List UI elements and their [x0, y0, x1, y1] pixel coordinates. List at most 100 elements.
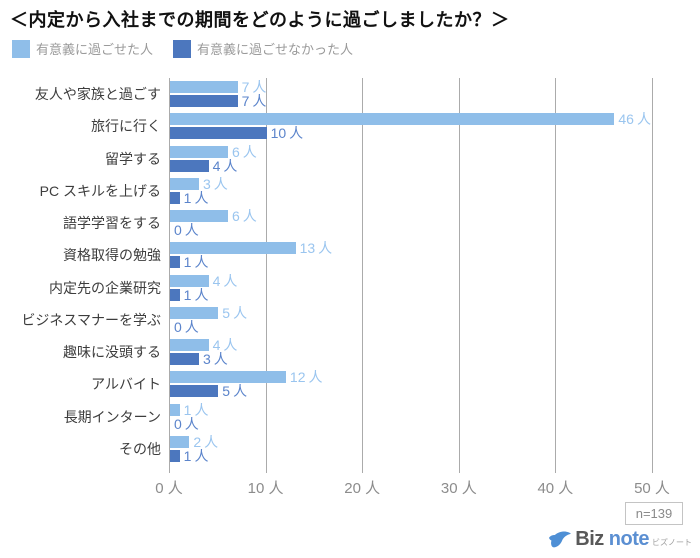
gridline: [555, 78, 557, 473]
bar-meaningful: [170, 145, 228, 158]
bar-value-label: 13 人: [299, 240, 333, 257]
legend-item-meaningful: 有意義に過ごせた人: [12, 39, 153, 58]
bar-meaningful: [170, 371, 286, 384]
x-tick-label: 20 人: [344, 480, 381, 497]
x-tick-label: 0 人: [155, 480, 183, 497]
logo-subtext: ビズノート: [652, 538, 692, 547]
category-label: 旅行に行く: [91, 118, 161, 135]
legend-swatch-dark: [173, 39, 192, 58]
category-label: ビジネスマナーを学ぶ: [21, 311, 161, 328]
bar-meaningful: [170, 435, 190, 448]
category-label: 友人や家族と過ごす: [34, 86, 161, 103]
category-row: 趣味に没頭する 4 人 3 人: [0, 336, 700, 368]
legend: 有意義に過ごせた人 有意義に過ごせなかった人: [12, 39, 353, 58]
bar-line: 46 人: [170, 112, 651, 126]
bar-not-meaningful: [170, 159, 209, 172]
category-label: 趣味に没頭する: [63, 344, 161, 361]
gridline: [458, 78, 460, 473]
legend-label: 有意義に過ごせなかった人: [197, 42, 354, 57]
x-tick-label: 50 人: [634, 480, 670, 497]
category-row: 長期インターン 1 人 0 人: [0, 401, 700, 433]
bar-line: 13 人: [170, 240, 333, 257]
bar-meaningful: [170, 242, 296, 255]
category-row: 内定先の企業研究 4 人 1 人: [0, 272, 700, 304]
bar-not-meaningful: [170, 127, 267, 140]
gridline: [362, 78, 364, 473]
chart-title: ＜内定から入社までの期間をどのように過ごしましたか？＞: [10, 10, 510, 30]
bar-not-meaningful: [170, 191, 180, 204]
category-label: アルバイト: [91, 376, 161, 393]
biznote-logo: Biz note ビズノート: [548, 528, 692, 551]
category-label: 長期インターン: [63, 408, 161, 425]
bar-line: 12 人: [170, 370, 322, 384]
x-tick-label: 30 人: [440, 480, 477, 497]
bar-meaningful: [170, 306, 219, 319]
bar-not-meaningful: [170, 353, 199, 366]
category-row: 資格取得の勉強 13 人 1 人: [0, 239, 700, 271]
bar-not-meaningful: [170, 385, 219, 398]
category-row: 留学する 6 人 4 人: [0, 143, 700, 175]
category-row: その他 2 人 1 人: [0, 433, 700, 465]
bar-meaningful: [170, 403, 180, 416]
category-row: 語学学習をする 6 人 0 人: [0, 207, 700, 239]
sample-size-badge: n=139: [625, 502, 683, 525]
category-row: 友人や家族と過ごす 7 人 7 人: [0, 78, 700, 110]
gridline: [265, 78, 267, 473]
bird-icon: [549, 530, 572, 547]
category-row: PC スキルを上げる 3 人 1 人: [0, 175, 700, 207]
bar-meaningful: [170, 113, 615, 126]
bar-not-meaningful: [170, 288, 180, 301]
bar-meaningful: [170, 274, 209, 287]
legend-item-not-meaningful: 有意義に過ごせなかった人: [173, 39, 353, 58]
bar-meaningful: [170, 81, 238, 94]
logo-text-biz: Biz: [575, 528, 604, 550]
category-row: アルバイト 12 人 5 人: [0, 368, 700, 400]
bar-value-label: 10 人: [270, 125, 304, 142]
bar-not-meaningful: [170, 449, 180, 462]
gridline: [169, 78, 170, 473]
bar-not-meaningful: [170, 256, 180, 269]
logo-text-note: note: [608, 528, 650, 550]
category-row: ビジネスマナーを学ぶ 5 人 0 人: [0, 304, 700, 336]
legend-swatch-light: [12, 39, 30, 58]
legend-label: 有意義に過ごせた人: [36, 42, 154, 57]
